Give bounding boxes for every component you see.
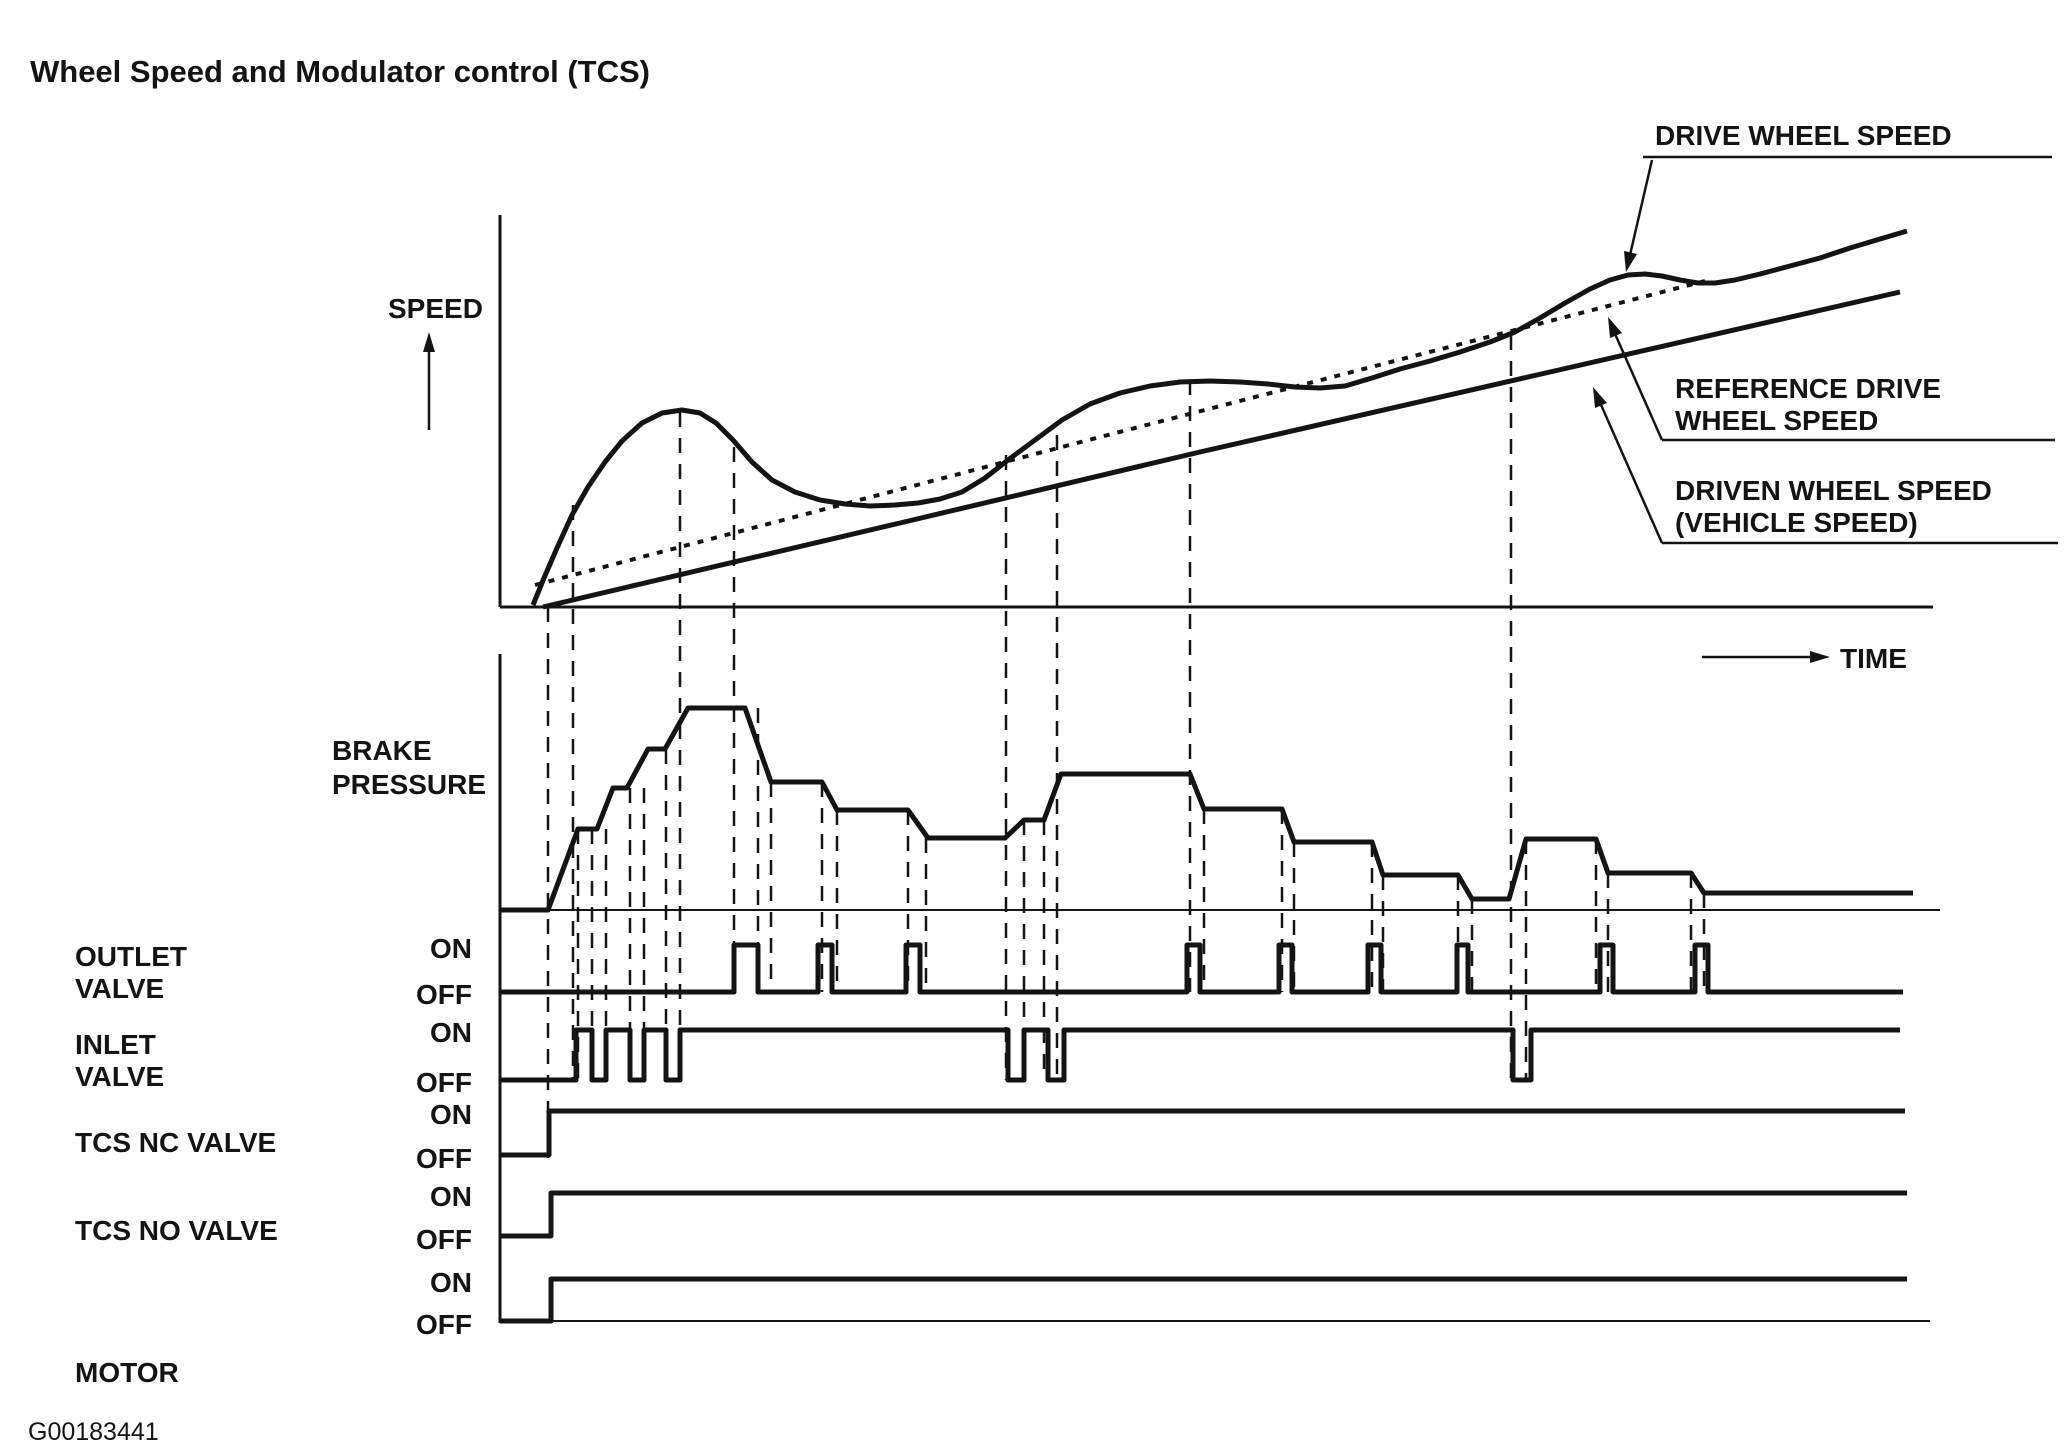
brake-pressure-label-line2: PRESSURE (332, 769, 486, 800)
drive-wheel-leader-head (1624, 251, 1637, 272)
tcs-no-on-label: ON (430, 1181, 472, 1212)
signal-trace-tcs-no-valve (500, 1190, 1907, 1239)
label-underlines (1643, 155, 2058, 545)
row-label-motor: MOTOR (75, 1357, 179, 1388)
curve-driven-wheel-speed-vehicle-speed- (542, 289, 1901, 610)
time-axis-arrow-head (1810, 651, 1830, 663)
drive-wheel-speed-label: DRIVE WHEEL SPEED (1655, 120, 1952, 151)
speed-axis-arrow-head (423, 332, 435, 352)
speed-axis-label: SPEED (388, 293, 483, 324)
reference-leader-line (1610, 326, 1664, 441)
driven-leader-line (1596, 397, 1664, 544)
curve-reference-drive-wheel-speed (534, 279, 1706, 587)
row-label-tcs-no-valve: TCS NO VALVE (75, 1215, 278, 1246)
page-title: Wheel Speed and Modulator control (TCS) (30, 54, 650, 89)
brake-pressure-trace (500, 705, 1913, 913)
signal-trace-tcs-nc-valve (500, 1108, 1905, 1158)
reference-leader-head (1608, 317, 1622, 338)
motor-on-label: ON (430, 1267, 472, 1298)
reference-drive-label-line2: WHEEL SPEED (1675, 405, 1878, 436)
speed-curves (530, 228, 1908, 610)
driven-wheel-label-line2: (VEHICLE SPEED) (1675, 507, 1918, 538)
motor-off-label: OFF (416, 1309, 472, 1340)
graphic-id: G00183441 (28, 1418, 159, 1444)
driven-wheel-label-line1: DRIVEN WHEEL SPEED (1675, 475, 1992, 506)
row-label-outlet-valve-line2: VALVE (75, 973, 164, 1004)
outlet-off-label: OFF (416, 979, 472, 1010)
time-axis-label: TIME (1840, 643, 1907, 674)
arrows-and-leaders (423, 159, 1830, 663)
row-label-outlet-valve-line1: OUTLET (75, 941, 187, 972)
curve-drive-wheel-speed (530, 228, 1908, 606)
driven-leader-head (1593, 387, 1607, 408)
brake-pressure-waveform (500, 705, 1913, 913)
chart-axes (498, 215, 1940, 1323)
row-label-tcs-nc-valve: TCS NC VALVE (75, 1127, 276, 1158)
brake-pressure-label-line1: BRAKE (332, 735, 432, 766)
tcs-nc-off-label: OFF (416, 1143, 472, 1174)
drive-wheel-leader-line (1628, 159, 1654, 256)
valve-motor-waveforms (500, 942, 1930, 1324)
tcs-no-off-label: OFF (416, 1224, 472, 1255)
inlet-off-label: OFF (416, 1067, 472, 1098)
brake-chart-labels: BRAKE PRESSURE (332, 735, 486, 800)
signal-trace-motor (500, 1276, 1907, 1324)
row-label-inlet-valve-line2: VALVE (75, 1061, 164, 1092)
outlet-on-label: ON (430, 933, 472, 964)
speed-chart-labels: SPEED TIME DRIVE WHEEL SPEED REFERENCE D… (388, 120, 1992, 674)
inlet-on-label: ON (430, 1017, 472, 1048)
tcs-nc-on-label: ON (430, 1099, 472, 1130)
signal-row-labels: OUTLET VALVE ON OFF INLET VALVE ON OFF T… (75, 933, 472, 1388)
reference-drive-label-line1: REFERENCE DRIVE (1675, 373, 1941, 404)
signal-trace-inlet-valve (500, 1027, 1900, 1083)
signal-trace-outlet-valve (500, 942, 1903, 995)
row-label-inlet-valve-line1: INLET (75, 1029, 156, 1060)
